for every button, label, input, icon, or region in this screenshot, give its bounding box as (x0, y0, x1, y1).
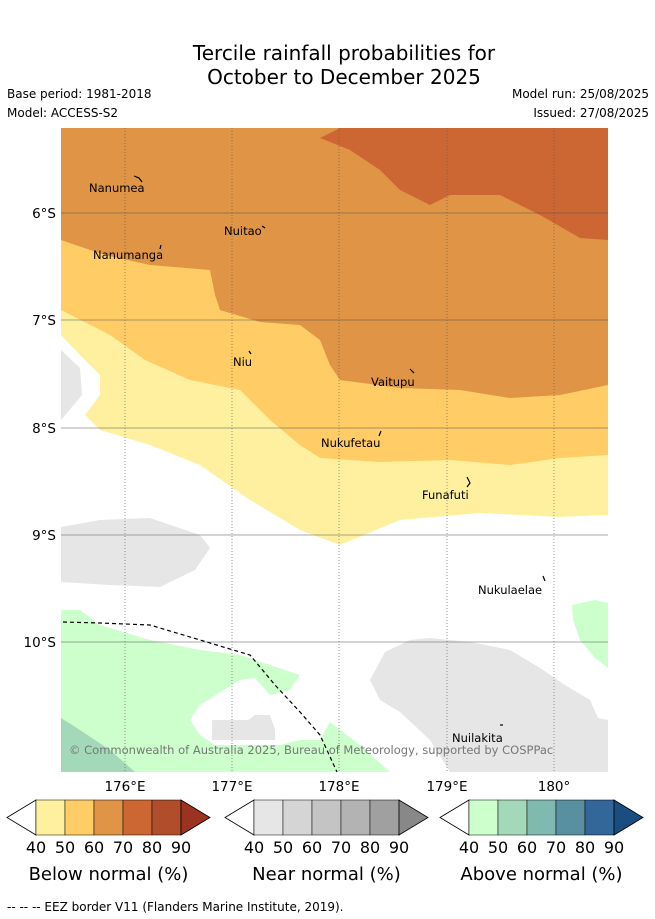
below-normal-colorbar-tick: 60 (84, 838, 104, 857)
below-normal-colorbar-title: Below normal (%) (29, 864, 189, 885)
above-normal-colorbar-tick: 80 (575, 838, 595, 857)
base-period: Base period: 1981-2018 (7, 87, 152, 101)
lat-label-10s: 10°S (24, 635, 57, 651)
island-mark-nukufetau (378, 430, 382, 437)
below-normal-colorbar-tick: 50 (55, 838, 75, 857)
near-normal-colorbar-tick: 60 (302, 838, 322, 857)
near-normal-left-patch-upper (61, 350, 82, 420)
near-normal-colorbar-high-extend (398, 799, 429, 836)
graticule (61, 128, 608, 772)
lat-label-9s: 9°S (32, 528, 56, 544)
above-normal-colorbar-tick: 60 (517, 838, 537, 857)
near-normal-colorbar-segment (282, 799, 313, 836)
island-mark-nukulaelae (542, 575, 546, 582)
below-normal-colorbar-tick: 70 (113, 838, 133, 857)
island-mark-nuitao (261, 225, 266, 229)
place-label-nuitao: Nuitao (224, 224, 262, 238)
place-label-nukulaelae: Nukulaelae (478, 583, 542, 597)
near-normal-colorbar: 40 50 60 70 80 90 Near normal (%) (224, 799, 429, 885)
near-normal-colorbar-low-extend (224, 799, 255, 836)
island-mark-funafuti (466, 476, 471, 488)
below-normal-colorbar-tick: 40 (26, 838, 46, 857)
near-normal-southeast-patch (370, 638, 608, 772)
place-label-nanumea: Nanumea (89, 181, 145, 195)
near-normal-colorbar-segment (253, 799, 284, 836)
map-fill-layer (61, 128, 608, 772)
title-line-2: October to December 2025 (207, 65, 481, 89)
above-normal-colorbar-title: Above normal (%) (460, 864, 622, 885)
below-normal-colorbar-segment (35, 799, 66, 836)
lon-label-179e: 179°E (426, 779, 467, 795)
below-normal-60-70-left-edge (61, 128, 100, 210)
near-normal-southwest-patch (212, 715, 275, 740)
below-normal-colorbar-low-extend (6, 799, 37, 836)
above-normal-colorbar-tick: 50 (488, 838, 508, 857)
above-normal-colorbar-tick: 90 (604, 838, 624, 857)
below-normal-70-80-region (320, 128, 608, 240)
below-normal-colorbar-tick: 90 (171, 838, 191, 857)
model-name: Model: ACCESS-S2 (7, 106, 119, 120)
above-normal-colorbar-segment (526, 799, 557, 836)
below-normal-colorbar-high-extend (180, 799, 211, 836)
forecast-map: Nanumea Nuitao Nanumanga Niu Vaitupu Nuk… (6, 128, 644, 885)
colorbar-legends: 40 50 60 70 80 90 Below normal (%) 40 50 60 70 80 90… (6, 799, 644, 885)
near-normal-colorbar-tick: 80 (360, 838, 380, 857)
above-normal-colorbar: 40 50 60 70 80 90 Above normal (%) (439, 799, 644, 885)
above-normal-40-50-east-region (572, 600, 608, 668)
above-normal-colorbar-high-extend (613, 799, 644, 836)
island-mark-nanumea (133, 175, 143, 183)
above-normal-40-50-southwest-region (61, 610, 390, 772)
above-normal-colorbar-tick: 40 (459, 838, 479, 857)
place-label-nukufetau: Nukufetau (321, 436, 380, 450)
place-label-nanumanga: Nanumanga (93, 248, 163, 262)
lon-label-180: 180° (538, 779, 571, 795)
above-normal-colorbar-tick: 70 (546, 838, 566, 857)
above-normal-colorbar-segment (497, 799, 528, 836)
island-mark-nanumanga (159, 244, 162, 250)
model-run: Model run: 25/08/2025 (511, 87, 649, 101)
near-normal-colorbar-tick: 40 (244, 838, 264, 857)
map-copyright: © Commonwealth of Australia 2025, Bureau… (69, 743, 553, 757)
lon-label-177e: 177°E (211, 779, 252, 795)
place-label-niu: Niu (233, 355, 252, 369)
near-normal-colorbar-segment (369, 799, 400, 836)
lat-label-7s: 7°S (32, 313, 56, 329)
island-mark-vaitupu (409, 368, 415, 374)
below-normal-colorbar-tick: 80 (142, 838, 162, 857)
below-normal-colorbar: 40 50 60 70 80 90 Below normal (%) (6, 799, 211, 885)
near-normal-colorbar-segment (340, 799, 371, 836)
near-normal-colorbar-title: Near normal (%) (252, 864, 401, 885)
place-label-nuilakita: Nuilakita (452, 731, 503, 745)
below-normal-60-70-region (61, 128, 608, 398)
below-normal-colorbar-segment (122, 799, 153, 836)
above-normal-colorbar-segment (468, 799, 499, 836)
below-normal-colorbar-segment (151, 799, 182, 836)
near-normal-colorbar-segment (311, 799, 342, 836)
below-normal-colorbar-segment (93, 799, 124, 836)
island-marks (133, 175, 546, 726)
near-normal-colorbar-tick: 50 (273, 838, 293, 857)
issued-date: Issued: 27/08/2025 (533, 106, 649, 120)
near-normal-colorbar-tick: 90 (389, 838, 409, 857)
below-normal-60-70-top-left (61, 128, 330, 140)
lat-label-6s: 6°S (32, 206, 56, 222)
place-label-funafuti: Funafuti (422, 488, 469, 502)
island-mark-niu (248, 350, 252, 355)
lon-label-178e: 178°E (318, 779, 359, 795)
above-normal-50-60-corner (61, 718, 135, 772)
above-normal-colorbar-low-extend (439, 799, 470, 836)
eez-border (62, 621, 338, 773)
eez-footnote: -- -- -- EEZ border V11 (Flanders Marine… (7, 900, 344, 914)
place-label-vaitupu: Vaitupu (371, 375, 415, 389)
near-normal-colorbar-tick: 70 (331, 838, 351, 857)
above-normal-colorbar-segment (584, 799, 615, 836)
lon-label-176e: 176°E (104, 779, 145, 795)
lat-label-8s: 8°S (32, 421, 56, 437)
above-normal-colorbar-segment (555, 799, 586, 836)
title-line-1: Tercile rainfall probabilities for (192, 41, 496, 65)
below-normal-colorbar-segment (64, 799, 95, 836)
